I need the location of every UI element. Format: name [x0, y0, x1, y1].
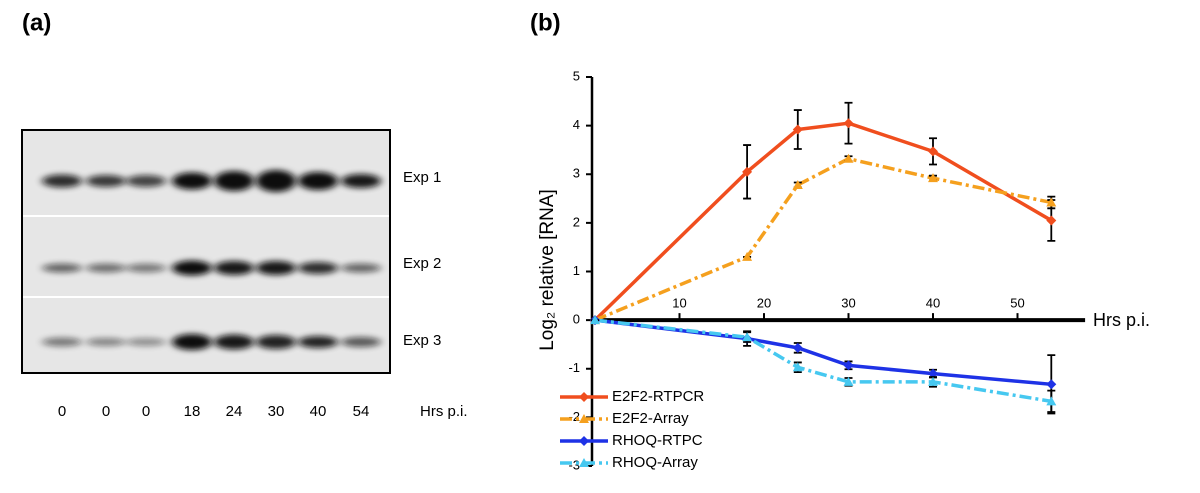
marker [579, 414, 589, 423]
y-tick-label: 3 [573, 166, 580, 181]
gel-band [298, 336, 338, 348]
marker [742, 251, 753, 261]
gel-row-label: Exp 2 [403, 255, 441, 272]
marker [1046, 396, 1057, 406]
marker [792, 179, 803, 189]
marker [792, 362, 803, 372]
gel-band [214, 261, 254, 275]
x-tick-label: 50 [1010, 296, 1024, 311]
y-tick-label: -1 [568, 360, 580, 375]
gel-band [172, 334, 212, 350]
legend-label: E2F2-RTPCR [612, 388, 704, 405]
y-tick-label: 5 [573, 68, 580, 83]
gel-band [42, 337, 82, 347]
panel-label: (b) [530, 9, 561, 36]
data-line [594, 318, 1052, 387]
marker [1046, 197, 1057, 207]
data-line [594, 318, 1052, 404]
gel-band [86, 338, 126, 346]
marker [742, 166, 753, 177]
gel-row-label: Exp 1 [403, 169, 441, 186]
gel-band [172, 260, 212, 276]
y-tick-label: -2 [568, 409, 580, 424]
marker [792, 342, 803, 353]
gel-background [22, 130, 390, 373]
gel-row-label: Exp 3 [403, 332, 441, 349]
gel-band [256, 335, 296, 349]
x-tick-label: 10 [672, 296, 686, 311]
gel-lane-label: 40 [310, 403, 327, 420]
gel-frame [21, 129, 391, 374]
gel-band [298, 172, 338, 190]
gel-band [86, 263, 126, 273]
marker [1046, 379, 1057, 390]
marker [928, 368, 938, 379]
marker [843, 118, 854, 129]
y-tick-label: 4 [573, 117, 580, 132]
y-tick-label: -3 [568, 457, 580, 472]
gel-band [214, 334, 254, 350]
gel-lane-label: 0 [142, 403, 150, 420]
legend-label: RHOQ-RTPC [612, 432, 703, 449]
gel-band [126, 175, 166, 187]
gel-band [172, 172, 212, 190]
gel-band [86, 175, 126, 187]
y-axis-label: Log₂ relative [RNA] [537, 189, 558, 351]
marker [742, 332, 753, 342]
y-tick-label: 2 [573, 214, 580, 229]
gel-lane-label: 18 [184, 403, 201, 420]
gel-band [126, 338, 166, 346]
marker [928, 376, 938, 386]
gel-band [298, 262, 338, 274]
gel-band [256, 261, 296, 275]
gel-band [126, 263, 166, 273]
marker [792, 124, 803, 135]
gel-image [22, 130, 390, 373]
marker [928, 146, 938, 157]
gel-lane-label: 0 [102, 403, 110, 420]
data-line [593, 121, 1053, 322]
marker [590, 315, 600, 325]
y-tick-label: 1 [573, 263, 580, 278]
gel-lane-label: 54 [353, 403, 370, 420]
marker [1046, 215, 1057, 226]
y-tick-label: 0 [573, 312, 580, 327]
gel-band [341, 263, 381, 273]
gel-band [214, 171, 254, 191]
marker [579, 392, 589, 402]
gel-band [341, 174, 381, 188]
gel-band [42, 263, 82, 273]
gel-lane-label: 30 [268, 403, 285, 420]
x-tick-label: 20 [757, 296, 771, 311]
gel-band [42, 174, 82, 188]
gel-band [341, 337, 381, 347]
legend-label: RHOQ-Array [612, 454, 698, 471]
marker [928, 173, 938, 183]
gel-lane-label: 24 [226, 403, 243, 420]
x-tick-label: 40 [926, 296, 940, 311]
marker [843, 360, 854, 371]
gel-lane-label: 0 [58, 403, 66, 420]
marker [579, 436, 589, 446]
panel-label: (a) [22, 9, 51, 36]
data-line [594, 156, 1052, 322]
gel-x-label: Hrs p.i. [420, 403, 468, 420]
x-axis-label: Hrs p.i. [1093, 310, 1150, 330]
x-tick-label: 30 [841, 296, 855, 311]
marker [579, 458, 589, 467]
marker [843, 376, 854, 386]
marker [843, 153, 854, 163]
legend-label: E2F2-Array [612, 410, 689, 427]
gel-band [256, 170, 296, 192]
